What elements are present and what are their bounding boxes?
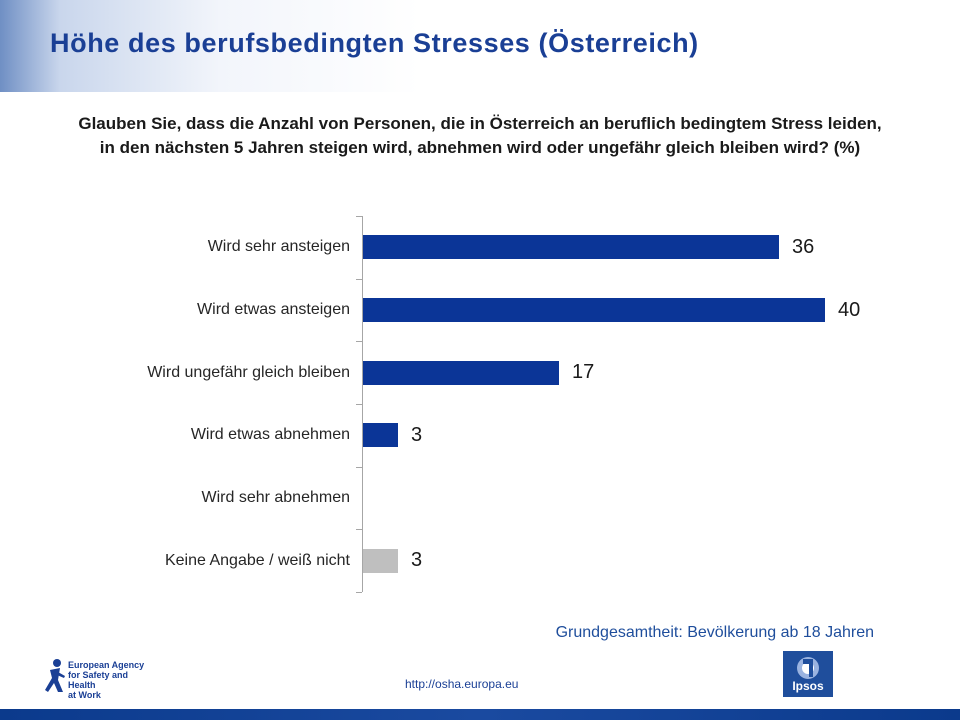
ipsos-wordmark: Ipsos [792, 679, 824, 693]
bar [363, 298, 825, 322]
eu-osha-mark-icon [45, 659, 65, 692]
bar [363, 235, 779, 259]
category-label: Wird sehr abnehmen [201, 489, 350, 506]
category-label: Keine Angabe / weiß nicht [164, 552, 350, 569]
y-axis-tick [356, 216, 362, 217]
eu-agency-line-1: European Agency [68, 660, 145, 670]
eu-agency-line-3: at Work [68, 690, 101, 700]
survey-question: Glauben Sie, dass die Anzahl von Persone… [78, 114, 882, 157]
y-axis-tick [356, 592, 362, 593]
ipsos-mark-icon [797, 657, 819, 679]
value-label: 17 [572, 361, 595, 383]
category-label: Wird etwas ansteigen [197, 301, 350, 318]
eu-osha-logo: European Agency for Safety and Health at… [44, 658, 154, 700]
category-label: Wird ungefähr gleich bleiben [147, 364, 350, 381]
y-axis-tick [356, 404, 362, 405]
value-label: 36 [792, 236, 815, 258]
footer-url[interactable]: http://osha.europa.eu [405, 677, 519, 691]
ipsos-logo: Ipsos [783, 651, 833, 697]
header-band [0, 0, 960, 92]
eu-agency-line-2: for Safety and Health [68, 670, 129, 690]
base-note: Grundgesamtheit: Bevölkerung ab 18 Jahre… [555, 624, 874, 641]
y-axis-tick [356, 529, 362, 530]
category-label: Wird sehr ansteigen [207, 238, 350, 255]
value-label: 3 [411, 424, 423, 446]
page-title: Höhe des berufsbedingten Stresses (Öster… [50, 28, 699, 58]
value-label: 3 [411, 549, 423, 571]
bar [363, 549, 398, 573]
y-axis-tick [356, 279, 362, 280]
value-label: 40 [838, 299, 861, 321]
footer-bar [0, 709, 960, 720]
bar [363, 423, 398, 447]
bar [363, 361, 559, 385]
y-axis-tick [356, 341, 362, 342]
y-axis-tick [356, 467, 362, 468]
y-axis-line [362, 216, 363, 592]
eu-agency-name: European Agency for Safety and Health at… [68, 660, 154, 700]
category-label: Wird etwas abnehmen [190, 426, 350, 443]
